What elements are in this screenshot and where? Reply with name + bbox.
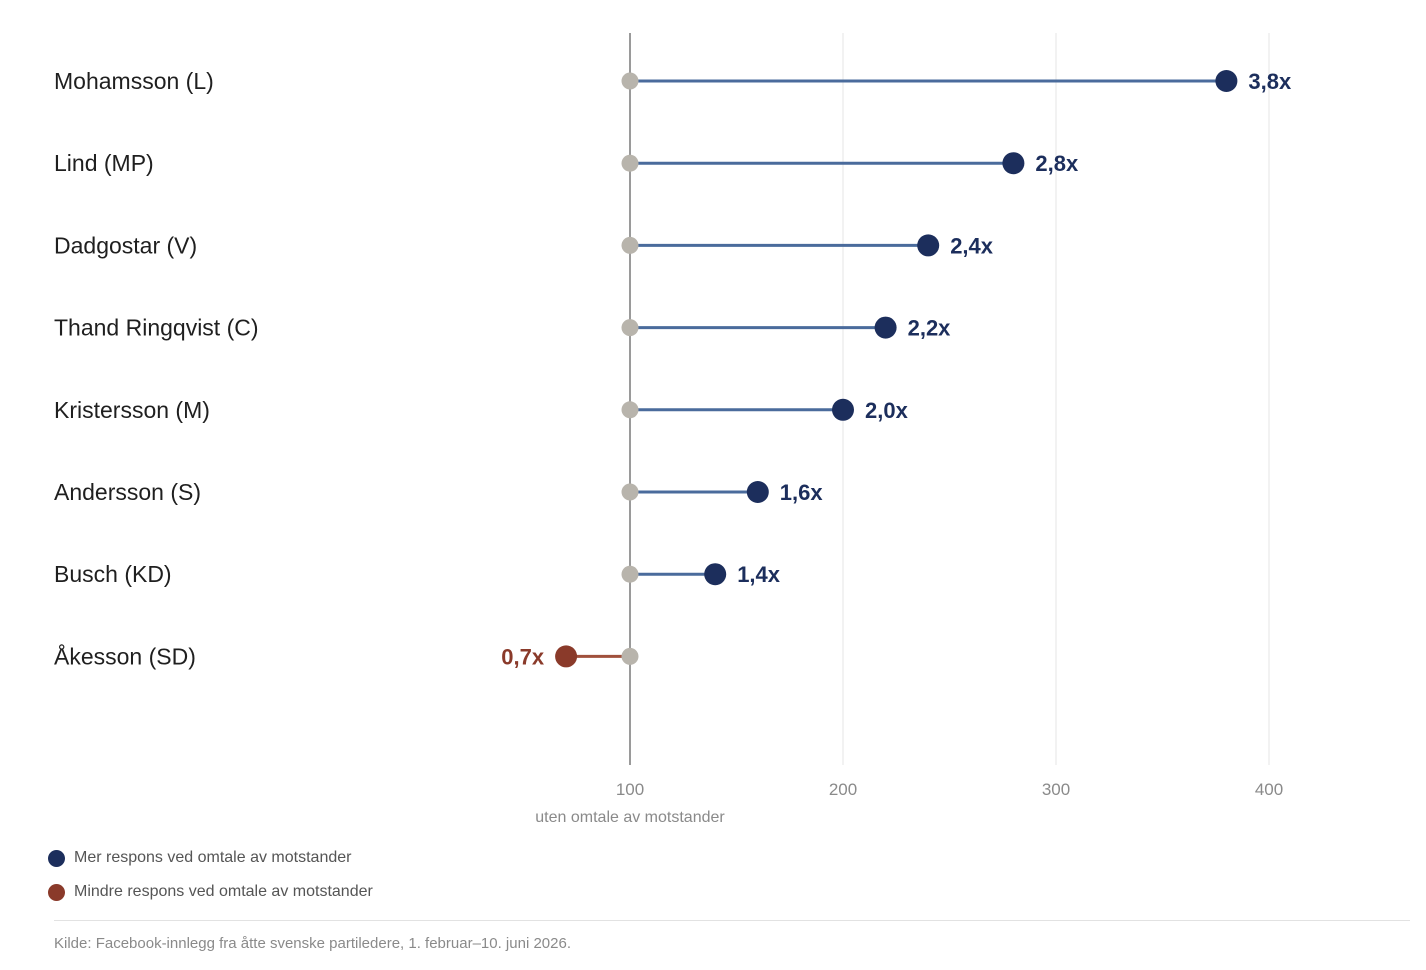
x-tick-label-400: 400 xyxy=(1255,780,1283,799)
legend-label-less: Mindre respons ved omtale av motstander xyxy=(74,883,373,900)
value-dot-mohamsson-l xyxy=(1215,70,1238,92)
legend-item-less: Mindre respons ved omtale av motstander xyxy=(48,880,373,904)
value-dot-lind-mp xyxy=(1002,152,1025,175)
row-label-mohamsson-l: Mohamsson (L) xyxy=(54,68,214,94)
value-dot-andersson-s xyxy=(746,481,769,503)
row-label-dadgostar-v: Dadgostar (V) xyxy=(54,232,197,258)
row-label-andersson-s: Andersson (S) xyxy=(54,479,201,505)
value-dot-busch-kd xyxy=(704,563,727,586)
value-label-kristersson-m: 2,0x xyxy=(865,398,909,423)
value-dot-åkesson-sd xyxy=(555,645,578,668)
row-label-lind-mp: Lind (MP) xyxy=(54,150,154,176)
value-label-dadgostar-v: 2,4x xyxy=(950,233,994,258)
chart: 100 200 300 400 uten omtale av motstander Moh… xyxy=(54,33,1292,826)
source-note: Kilde: Facebook-innlegg fra åtte svenske… xyxy=(54,935,571,952)
value-label-andersson-s: 1,6x xyxy=(780,480,824,505)
row-label-thand-ringqvist-c: Thand Ringqvist (C) xyxy=(54,315,259,341)
baseline-dot-andersson-s xyxy=(621,483,639,501)
baseline-dot-åkesson-sd xyxy=(621,647,639,665)
value-label-thand-ringqvist-c: 2,2x xyxy=(908,316,952,341)
row-label-åkesson-sd: Åkesson (SD) xyxy=(54,642,196,669)
x-tick-label-100: 100 xyxy=(616,780,644,799)
baseline-dot-mohamsson-l xyxy=(621,72,639,90)
baseline-dot-thand-ringqvist-c xyxy=(621,319,639,337)
baseline-dot-lind-mp xyxy=(621,154,639,172)
baseline-dot-dadgostar-v xyxy=(621,236,639,254)
x-tick-label-200: 200 xyxy=(829,780,857,799)
legend-dot-more xyxy=(48,849,65,867)
row-label-kristersson-m: Kristersson (M) xyxy=(54,397,210,423)
baseline-dot-busch-kd xyxy=(621,565,639,583)
legend: Mer respons ved omtale av motstander Min… xyxy=(48,846,373,914)
value-label-mohamsson-l: 3,8x xyxy=(1248,69,1292,94)
x-tick-label-300: 300 xyxy=(1042,780,1070,799)
value-label-lind-mp: 2,8x xyxy=(1035,151,1079,176)
value-dot-kristersson-m xyxy=(832,398,854,421)
legend-label-more: Mer respons ved omtale av motstander xyxy=(74,849,352,866)
value-dot-dadgostar-v xyxy=(917,234,940,257)
value-dot-thand-ringqvist-c xyxy=(874,316,897,339)
baseline-caption: uten omtale av motstander xyxy=(535,809,725,826)
row-label-busch-kd: Busch (KD) xyxy=(54,561,172,587)
legend-item-more: Mer respons ved omtale av motstander xyxy=(48,846,373,870)
value-label-åkesson-sd: 0,7x xyxy=(501,644,545,669)
value-label-busch-kd: 1,4x xyxy=(737,562,781,587)
divider xyxy=(54,920,1410,921)
baseline-dot-kristersson-m xyxy=(621,401,639,419)
legend-dot-less xyxy=(48,883,65,901)
